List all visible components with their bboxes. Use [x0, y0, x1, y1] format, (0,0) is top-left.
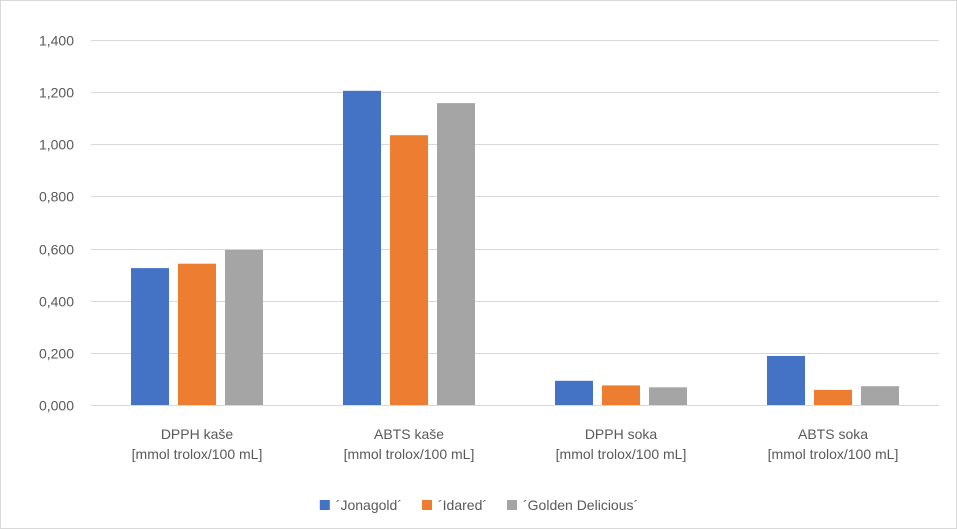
y-tick-label: 0,200	[39, 346, 74, 362]
bar	[767, 356, 805, 405]
legend-swatch	[319, 500, 330, 510]
x-category-label: DPPH soka	[585, 426, 658, 442]
y-tick-label: 0,800	[39, 189, 74, 205]
legend-label: ´Jonagold´	[336, 497, 402, 513]
bar	[131, 268, 169, 405]
legend: ´Jonagold´ ´Idared´ ´Golden Delicious´	[319, 497, 638, 513]
bar	[555, 380, 593, 405]
x-category-unit-label: [mmol trolox/100 mL]	[344, 446, 475, 462]
bar	[649, 387, 687, 405]
bar	[437, 103, 475, 405]
x-category-label: DPPH kaše	[161, 426, 234, 442]
legend-label: ´Idared´	[438, 497, 487, 513]
bar	[343, 90, 381, 406]
bar	[178, 263, 216, 405]
bars	[131, 90, 899, 406]
y-tick-label: 1,000	[39, 137, 74, 153]
y-tick-label: 0,600	[39, 242, 74, 258]
bar	[814, 389, 852, 405]
legend-swatch	[507, 500, 517, 510]
x-category-label: ABTS soka	[798, 426, 868, 442]
y-tick-label: 1,200	[39, 85, 74, 101]
y-tick-label: 1,400	[39, 33, 74, 49]
bar	[861, 386, 899, 405]
x-category-unit-label: [mmol trolox/100 mL]	[556, 446, 687, 462]
bar	[602, 385, 640, 405]
legend-label: ´Golden Delicious´	[523, 497, 638, 513]
x-category-label: ABTS kaše	[374, 426, 444, 442]
y-tick-label: 0,000	[39, 398, 74, 414]
x-category-unit-label: [mmol trolox/100 mL]	[768, 446, 899, 462]
bar	[225, 249, 263, 405]
gridlines	[91, 40, 939, 406]
y-tick-label: 0,400	[39, 294, 74, 310]
x-axis-category-labels: DPPH kaše [mmol trolox/100 mL] ABTS kaše [m…	[132, 426, 899, 462]
legend-swatch	[422, 500, 432, 510]
y-axis-tick-labels: 0,000 0,200 0,400 0,600 0,800 1,000 1,200 1,400	[39, 33, 74, 414]
bar	[390, 135, 428, 405]
x-category-unit-label: [mmol trolox/100 mL]	[132, 446, 263, 462]
